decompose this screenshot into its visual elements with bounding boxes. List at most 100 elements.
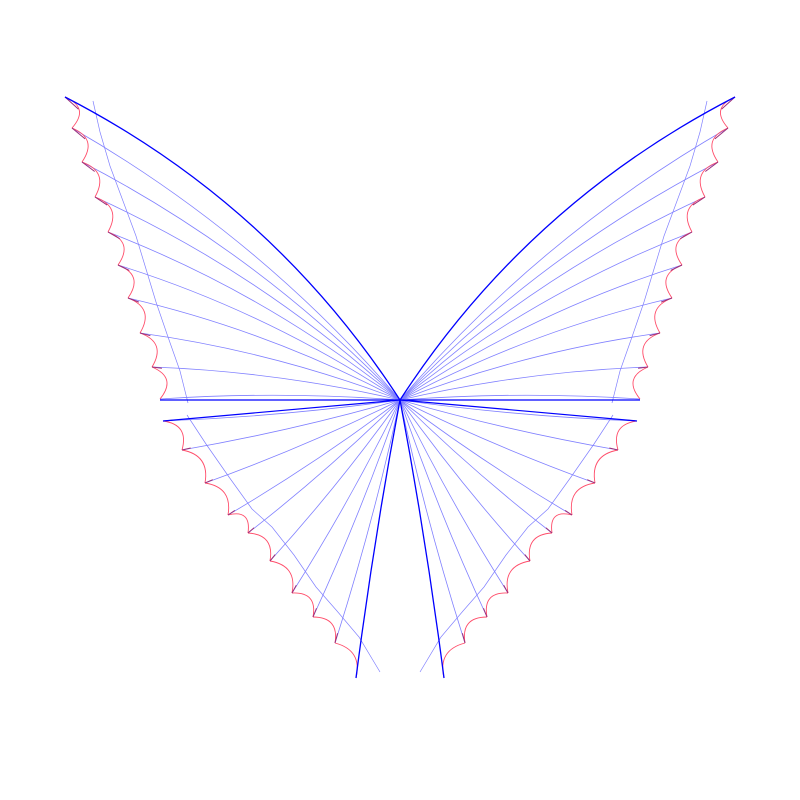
wing-tip-mark xyxy=(680,231,693,240)
upper-wing-vein xyxy=(107,231,401,401)
wing-tip-mark xyxy=(81,161,95,172)
wing-tip-mark xyxy=(139,332,151,337)
wing-tip-mark xyxy=(670,264,683,271)
lower-wing-vein xyxy=(227,399,401,516)
wing-scallop xyxy=(117,264,135,299)
wing-scallop xyxy=(81,161,101,198)
upper-wing-vein xyxy=(117,264,401,401)
wing-tip-mark xyxy=(312,608,317,618)
lower-wing-inner-border xyxy=(419,414,614,673)
upper-wing-vein xyxy=(399,196,706,401)
lower-wing-vein xyxy=(269,399,401,562)
lower-wing-inner-border xyxy=(186,414,381,673)
lower-wing-vein xyxy=(399,399,596,484)
lower-wing-vein xyxy=(204,399,401,484)
upper-wing-vein xyxy=(399,394,641,401)
lower-wing-vein xyxy=(399,399,573,516)
upper-wing-vein xyxy=(127,297,401,401)
wing-tip-mark xyxy=(461,633,466,644)
wing-scallop xyxy=(528,532,553,562)
wing-veins xyxy=(71,100,729,673)
lower-wing-top-edge xyxy=(162,399,401,422)
wing-tip-mark xyxy=(64,96,79,110)
wing-tip-mark xyxy=(107,231,120,240)
wing-scallop xyxy=(127,297,146,334)
wing-scallop xyxy=(162,420,184,451)
upper-wing-vein xyxy=(399,366,649,401)
wing-tip-mark xyxy=(503,585,509,594)
upper-wing-vein xyxy=(71,127,401,401)
wing-scallop xyxy=(151,366,168,400)
lower-wing-inner-edge xyxy=(399,399,445,679)
wing-scallop xyxy=(227,513,249,534)
wing-tip-mark xyxy=(94,196,108,206)
wing-tip-mark xyxy=(117,264,130,271)
upper-wing-vein xyxy=(399,161,719,401)
wing-tip-mark xyxy=(524,554,531,562)
wing-scallop xyxy=(442,642,466,679)
wing-scallop xyxy=(334,642,358,679)
upper-wing-inner-border xyxy=(92,100,189,404)
wing-tip-mark xyxy=(334,633,339,644)
wing-scallop xyxy=(686,196,706,233)
upper-wing-vein xyxy=(159,394,401,401)
lower-wing-vein xyxy=(399,399,638,422)
upper-wing-vein xyxy=(94,196,401,401)
upper-wing-vein xyxy=(399,332,661,401)
wing-scallop xyxy=(711,127,729,163)
wing-scallop xyxy=(204,482,230,516)
wing-scallop xyxy=(665,264,683,299)
upper-wing-vein xyxy=(399,231,693,401)
wing-tip-mark xyxy=(692,196,706,206)
wing-scallop xyxy=(551,513,573,534)
wing-tip-mark xyxy=(649,332,661,337)
wing-tip-mark xyxy=(587,479,596,484)
upper-wing-inner-border xyxy=(611,100,708,404)
wing-tip-mark xyxy=(714,127,729,140)
upper-wing-vein xyxy=(399,297,673,401)
wing-scallop xyxy=(247,532,272,562)
wing-scallop xyxy=(720,96,736,129)
wing-scallop xyxy=(654,297,673,334)
lower-wing-vein xyxy=(181,399,401,451)
wing-tip-mark xyxy=(721,96,736,110)
wing-tip-mark xyxy=(151,366,162,369)
lower-wing-vein xyxy=(334,399,401,644)
wing-tip-mark xyxy=(204,479,213,484)
wing-scallop xyxy=(485,592,509,618)
wing-tip-mark xyxy=(247,527,255,534)
upper-wing-vein xyxy=(399,127,729,401)
wing-outline xyxy=(64,96,736,679)
wing-tip-mark xyxy=(660,297,673,303)
lower-wing-vein xyxy=(399,399,466,644)
wing-tip-mark xyxy=(545,527,553,534)
wing-scallop xyxy=(291,592,315,618)
wing-scallop xyxy=(181,449,207,484)
wing-scallop xyxy=(616,420,638,451)
upper-wing-leading-edge xyxy=(399,96,736,401)
upper-wing-leading-edge xyxy=(64,96,401,401)
wing-tip-mark xyxy=(181,447,191,451)
wing-scallop xyxy=(632,366,649,400)
wing-scallop xyxy=(570,482,596,516)
wing-scallops xyxy=(64,96,736,679)
lower-wing-top-edge xyxy=(399,399,638,422)
wing-scallop xyxy=(699,161,719,198)
wing-scallop xyxy=(139,332,158,368)
wing-tip-mark xyxy=(291,585,297,594)
wing-scallop xyxy=(269,560,294,594)
wing-scallop xyxy=(642,332,661,368)
wing-tip-mark xyxy=(71,127,86,140)
wing-tip-mark xyxy=(227,509,236,516)
lower-wing-vein xyxy=(399,399,531,562)
lower-wing-vein xyxy=(247,399,401,534)
wing-scallop xyxy=(94,196,114,233)
wing-scallop xyxy=(593,449,619,484)
upper-wing-vein xyxy=(151,366,401,401)
upper-wing-vein xyxy=(81,161,401,401)
wing-tip-mark xyxy=(564,509,573,516)
wing-scallop xyxy=(463,616,488,644)
wing-tip-mark xyxy=(705,161,719,172)
wing-tip-mark xyxy=(609,447,619,451)
